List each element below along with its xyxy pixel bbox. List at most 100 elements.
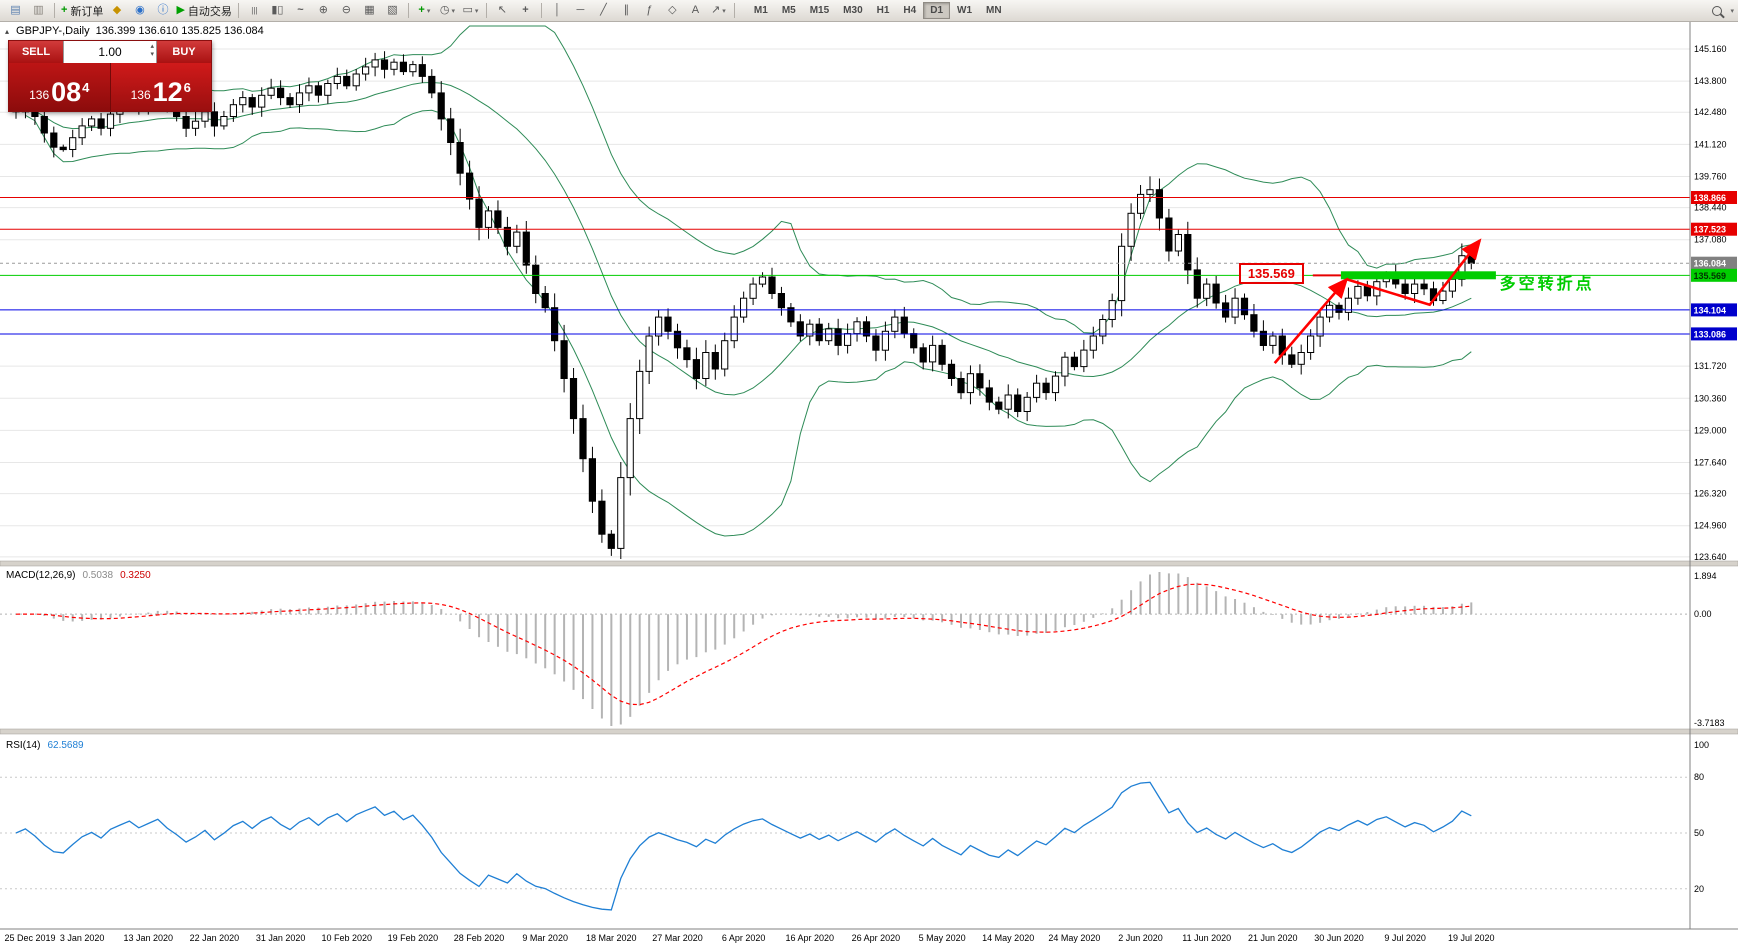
price-tick-label: 141.120 <box>1694 139 1727 149</box>
auto-arrange-button[interactable]: ▧ <box>381 2 404 20</box>
terminal-button[interactable]: ⓘ <box>151 2 174 20</box>
timeframe-m30-button[interactable]: M30 <box>843 5 863 16</box>
turning-point-note[interactable]: 多空转折点 <box>1499 276 1595 294</box>
line-chart-button[interactable]: ~ <box>289 2 312 20</box>
new-order-button[interactable]: + 新订单 <box>59 2 105 20</box>
crosshair-button[interactable]: + <box>514 2 537 20</box>
macd-name: MACD(12,26,9) <box>6 570 76 581</box>
vertical-line-button[interactable]: │ <box>546 2 569 20</box>
toolbar-separator <box>407 3 409 18</box>
candlestick-chart-icon: ▮▯ <box>271 4 284 16</box>
price-tick-label: 145.160 <box>1694 44 1727 54</box>
macd-main-value: 0.5038 <box>82 570 114 581</box>
bollinger-lower <box>25 109 1472 537</box>
trend-arrow <box>1273 277 1349 364</box>
text-icon: A <box>691 4 700 16</box>
price-annotation-label[interactable]: 135.569 <box>1238 263 1304 285</box>
dropdown-caret-icon: ▾ <box>474 7 479 15</box>
turning-point-band[interactable] <box>1340 271 1496 280</box>
time-axis[interactable]: 25 Dec 2019 3 Jan 2020 13 Jan 2020 22 Jan 2… <box>4 933 1494 943</box>
panel-collapse-icon[interactable]: ▴ <box>5 26 10 36</box>
sell-button[interactable]: SELL <box>9 41 63 63</box>
date-label: 25 Dec 2019 <box>4 933 55 943</box>
candles <box>12 51 1475 559</box>
crosshair-icon: + <box>522 4 529 16</box>
date-label: 14 May 2020 <box>982 933 1034 943</box>
profiles-icon: ▥ <box>33 4 44 16</box>
fibonacci-button[interactable]: ƒ <box>638 2 661 20</box>
trendline-icon: ╱ <box>600 4 607 16</box>
text-button[interactable]: A <box>684 2 707 20</box>
buy-button[interactable]: BUY <box>157 41 211 63</box>
zoom-in-button[interactable]: ⊕ <box>312 2 335 20</box>
timeframe-d1-button[interactable]: D1 <box>923 2 951 19</box>
timeframe-m1-button[interactable]: M1 <box>753 5 768 16</box>
price-tag-label: 137.523 <box>1694 225 1727 235</box>
channel-icon: ∥ <box>623 4 630 16</box>
date-label: 2 Jun 2020 <box>1118 933 1163 943</box>
price-tick-label: 137.080 <box>1694 235 1727 245</box>
lot-increase-icon[interactable]: ▴ <box>150 43 154 50</box>
market-watch-button[interactable]: ◆ <box>105 2 128 20</box>
timeframe-h1-button[interactable]: H1 <box>876 5 890 16</box>
toolbar-separator <box>733 3 735 18</box>
buy-price-big: 12 <box>152 77 183 107</box>
trendline-button[interactable]: ╱ <box>592 2 615 20</box>
timeframe-m5-button[interactable]: M5 <box>781 5 796 16</box>
pane-divider[interactable] <box>0 560 1738 567</box>
timeframe-m15-button[interactable]: M15 <box>809 5 830 16</box>
toolbar: ▤ ▥ + 新订单 ◆ ◉ ⓘ ▶ 自动交易 ||| ▮▯ ~ ⊕ ⊖ ▦ ▧ + ▾ ◷ ▾ ▭ ▾ ↖ + │ ─ ╱ ∥ ƒ ◇ A ↗… <box>0 0 1738 22</box>
autotrading-button[interactable]: ▶ 自动交易 <box>174 2 233 20</box>
rsi-axis-label: 100 <box>1694 740 1709 750</box>
date-label: 31 Jan 2020 <box>256 933 306 943</box>
search-icon <box>1711 5 1722 16</box>
chart-ohlc-header: ▴ GBPJPY-,Daily 136.399 136.610 135.825 … <box>5 25 264 37</box>
new-chart-button[interactable]: ▤ <box>4 2 27 20</box>
price-axis[interactable]: 145.160 143.800 142.480 141.120 139.760 138.4… <box>1689 22 1737 929</box>
trend-arrows[interactable] <box>1273 238 1482 364</box>
templates-button[interactable]: ▭ ▾ <box>459 2 482 20</box>
timeframe-h4-button[interactable]: H4 <box>903 5 917 16</box>
rsi-pane: 100 80 50 20 <box>0 740 1709 911</box>
buy-price[interactable]: 136 12 6 <box>110 63 211 111</box>
timeframe-mn-button[interactable]: MN <box>986 5 1002 16</box>
sell-price-big: 08 <box>51 77 82 107</box>
price-tick-label: 123.640 <box>1694 552 1727 562</box>
sell-price[interactable]: 136 08 4 <box>9 63 111 111</box>
arrows-button[interactable]: ↗ ▾ <box>707 2 730 20</box>
price-gridlines <box>0 48 1690 558</box>
search-button[interactable] <box>1705 2 1728 20</box>
lot-size-field[interactable]: 1.00 ▴ ▾ <box>63 41 157 63</box>
pane-divider[interactable] <box>0 728 1738 735</box>
profiles-button[interactable]: ▥ <box>27 2 50 20</box>
rsi-name: RSI(14) <box>6 740 41 751</box>
trade-panel-prices: 136 08 4 136 12 6 <box>9 63 211 111</box>
cursor-button[interactable]: ↖ <box>491 2 514 20</box>
lot-spinner[interactable]: ▴ ▾ <box>150 43 154 59</box>
date-label: 5 May 2020 <box>919 933 966 943</box>
lot-decrease-icon[interactable]: ▾ <box>150 51 154 58</box>
zoom-out-button[interactable]: ⊖ <box>335 2 358 20</box>
market-watch-icon: ◆ <box>112 4 122 16</box>
zoom-out-icon: ⊖ <box>341 4 352 16</box>
price-tag-135.569 <box>1691 268 1737 282</box>
macd-pane: 1.894 0.00 -3.7183 <box>0 571 1725 728</box>
periods-button[interactable]: ◷ ▾ <box>436 2 459 20</box>
indicators-button[interactable]: + ▾ <box>413 2 436 20</box>
channel-button[interactable]: ∥ <box>615 2 638 20</box>
horizontal-line-button[interactable]: ─ <box>569 2 592 20</box>
zoom-in-icon: ⊕ <box>318 4 329 16</box>
macd-signal-value: 0.3250 <box>120 570 151 581</box>
macd-axis-label: -3.7183 <box>1694 718 1725 728</box>
horizontal-line-icon: ─ <box>576 4 585 16</box>
dropdown-caret-icon: ▾ <box>426 7 431 15</box>
candlestick-chart-button[interactable]: ▮▯ <box>266 2 289 20</box>
toolbar-overflow-caret-icon[interactable]: ▾ <box>1730 7 1734 15</box>
navigator-button[interactable]: ◉ <box>128 2 151 20</box>
shapes-button[interactable]: ◇ <box>661 2 684 20</box>
bars-chart-button[interactable]: ||| <box>243 2 266 20</box>
timeframe-w1-button[interactable]: W1 <box>957 5 973 16</box>
price-tag-133.086 <box>1691 327 1737 341</box>
tile-windows-button[interactable]: ▦ <box>358 2 381 20</box>
